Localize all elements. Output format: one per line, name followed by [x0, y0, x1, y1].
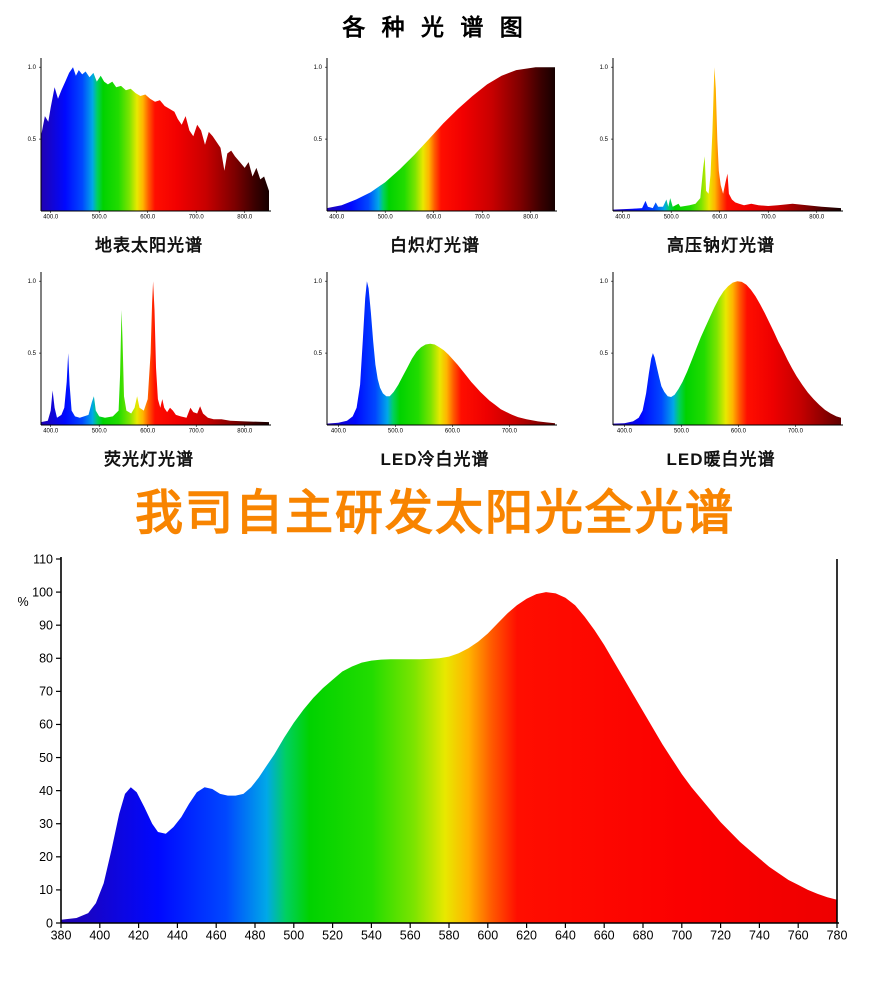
svg-text:600.0: 600.0	[731, 429, 747, 435]
svg-text:400.0: 400.0	[615, 215, 631, 221]
svg-text:800.0: 800.0	[809, 215, 825, 221]
mini-charts-grid: 400.0 500.0 600.0 700.0 800.0 0.5 1.0 地表太阳光谱 400…	[0, 54, 870, 470]
svg-text:540: 540	[361, 928, 382, 942]
led-warm-white-spectrum-chart: 400.0 500.0 600.0 700.0 0.5 1.0	[600, 272, 843, 435]
ledcool-chart-cell: 400.0 500.0 600.0 700.0 0.5 1.0 LED冷白光谱	[309, 268, 561, 470]
svg-text:600.0: 600.0	[140, 429, 156, 435]
svg-text:500.0: 500.0	[378, 215, 394, 221]
svg-text:400: 400	[89, 928, 110, 942]
chart-caption: 高压钠灯光谱	[667, 236, 775, 255]
svg-text:1.0: 1.0	[600, 279, 609, 285]
svg-text:0: 0	[46, 916, 53, 930]
svg-text:0.5: 0.5	[28, 137, 37, 143]
svg-text:30: 30	[39, 817, 53, 831]
svg-text:70: 70	[39, 684, 53, 698]
svg-text:660: 660	[594, 928, 615, 942]
svg-text:0.5: 0.5	[600, 351, 609, 357]
svg-text:500.0: 500.0	[388, 429, 404, 435]
svg-text:700: 700	[671, 928, 692, 942]
chart-caption: 荧光灯光谱	[104, 450, 194, 469]
chart-caption: LED暖白光谱	[666, 450, 776, 469]
svg-text:560: 560	[400, 928, 421, 942]
svg-text:380: 380	[51, 928, 72, 942]
svg-text:600.0: 600.0	[426, 215, 442, 221]
svg-text:400.0: 400.0	[43, 429, 59, 435]
svg-text:800.0: 800.0	[237, 215, 253, 221]
svg-text:440: 440	[167, 928, 188, 942]
svg-text:%: %	[17, 595, 28, 609]
svg-text:400.0: 400.0	[43, 215, 59, 221]
svg-text:0.5: 0.5	[600, 137, 609, 143]
svg-text:500: 500	[283, 928, 304, 942]
svg-text:500.0: 500.0	[664, 215, 680, 221]
solar-chart-cell: 400.0 500.0 600.0 700.0 800.0 0.5 1.0 地表太阳光谱	[23, 54, 275, 256]
svg-text:10: 10	[39, 883, 53, 897]
svg-text:110: 110	[33, 552, 53, 566]
svg-text:1.0: 1.0	[28, 279, 37, 285]
sodium-chart-cell: 400.0 500.0 600.0 700.0 800.0 0.5 1.0 高压钠灯光谱	[595, 54, 847, 256]
svg-text:680: 680	[633, 928, 654, 942]
svg-text:740: 740	[749, 928, 770, 942]
full-spectrum-main-chart: 380 400 420 440 460 480 500 520 540 560 580 600 620 6…	[17, 552, 848, 942]
svg-text:600.0: 600.0	[445, 429, 461, 435]
svg-text:500.0: 500.0	[92, 215, 108, 221]
hps-lamp-spectrum-chart: 400.0 500.0 600.0 700.0 800.0 0.5 1.0	[600, 58, 843, 221]
svg-text:640: 640	[555, 928, 576, 942]
svg-text:600.0: 600.0	[712, 215, 728, 221]
svg-text:1.0: 1.0	[314, 65, 323, 71]
solar-spectrum-chart: 400.0 500.0 600.0 700.0 800.0 0.5 1.0	[28, 58, 271, 221]
ledwarm-chart-cell: 400.0 500.0 600.0 700.0 0.5 1.0 LED暖白光谱	[595, 268, 847, 470]
incandescent-spectrum-chart: 400.0 500.0 600.0 700.0 800.0 0.5 1.0	[314, 58, 557, 221]
svg-text:700.0: 700.0	[502, 429, 518, 435]
svg-text:760: 760	[788, 928, 809, 942]
chart-caption: 白炽灯光谱	[390, 236, 480, 255]
svg-text:0.5: 0.5	[314, 137, 323, 143]
page-title: 各 种 光 谱 图	[342, 14, 528, 40]
chart-caption: 地表太阳光谱	[95, 236, 203, 255]
svg-text:80: 80	[39, 651, 53, 665]
svg-text:700.0: 700.0	[475, 215, 491, 221]
svg-text:800.0: 800.0	[523, 215, 539, 221]
svg-text:700.0: 700.0	[189, 429, 205, 435]
svg-text:100: 100	[32, 585, 53, 599]
svg-text:1.0: 1.0	[314, 279, 323, 285]
svg-text:580: 580	[439, 928, 460, 942]
led-cool-white-spectrum-chart: 400.0 500.0 600.0 700.0 0.5 1.0	[314, 272, 557, 435]
svg-text:20: 20	[39, 850, 53, 864]
svg-text:600: 600	[477, 928, 498, 942]
svg-text:700.0: 700.0	[788, 429, 804, 435]
svg-text:500.0: 500.0	[674, 429, 690, 435]
svg-text:800.0: 800.0	[237, 429, 253, 435]
svg-text:520: 520	[322, 928, 343, 942]
svg-text:90: 90	[39, 618, 53, 632]
main-spectrum-chart-area: 380 400 420 440 460 480 500 520 540 560 580 600 620 6…	[0, 549, 870, 951]
svg-text:620: 620	[516, 928, 537, 942]
fluor-chart-cell: 400.0 500.0 600.0 700.0 800.0 0.5 1.0 荧光灯光谱	[23, 268, 275, 470]
svg-text:0.5: 0.5	[314, 351, 323, 357]
svg-text:500.0: 500.0	[92, 429, 108, 435]
svg-text:60: 60	[39, 718, 53, 732]
svg-text:460: 460	[206, 928, 227, 942]
svg-text:50: 50	[39, 751, 53, 765]
highlight-title: 我司自主研发太阳光全光谱	[134, 487, 735, 540]
svg-text:720: 720	[710, 928, 731, 942]
svg-text:400.0: 400.0	[329, 215, 345, 221]
svg-text:420: 420	[128, 928, 149, 942]
svg-text:600.0: 600.0	[140, 215, 156, 221]
fluorescent-spectrum-chart: 400.0 500.0 600.0 700.0 800.0 0.5 1.0	[28, 272, 271, 435]
svg-text:1.0: 1.0	[600, 65, 609, 71]
svg-text:700.0: 700.0	[761, 215, 777, 221]
svg-text:0.5: 0.5	[28, 351, 37, 357]
incan-chart-cell: 400.0 500.0 600.0 700.0 800.0 0.5 1.0 白炽灯光谱	[309, 54, 561, 256]
svg-text:780: 780	[827, 928, 848, 942]
svg-text:40: 40	[39, 784, 53, 798]
svg-text:480: 480	[245, 928, 266, 942]
svg-text:400.0: 400.0	[617, 429, 633, 435]
svg-text:1.0: 1.0	[28, 65, 37, 71]
svg-text:700.0: 700.0	[189, 215, 205, 221]
chart-caption: LED冷白光谱	[380, 450, 490, 469]
svg-text:400.0: 400.0	[331, 429, 347, 435]
